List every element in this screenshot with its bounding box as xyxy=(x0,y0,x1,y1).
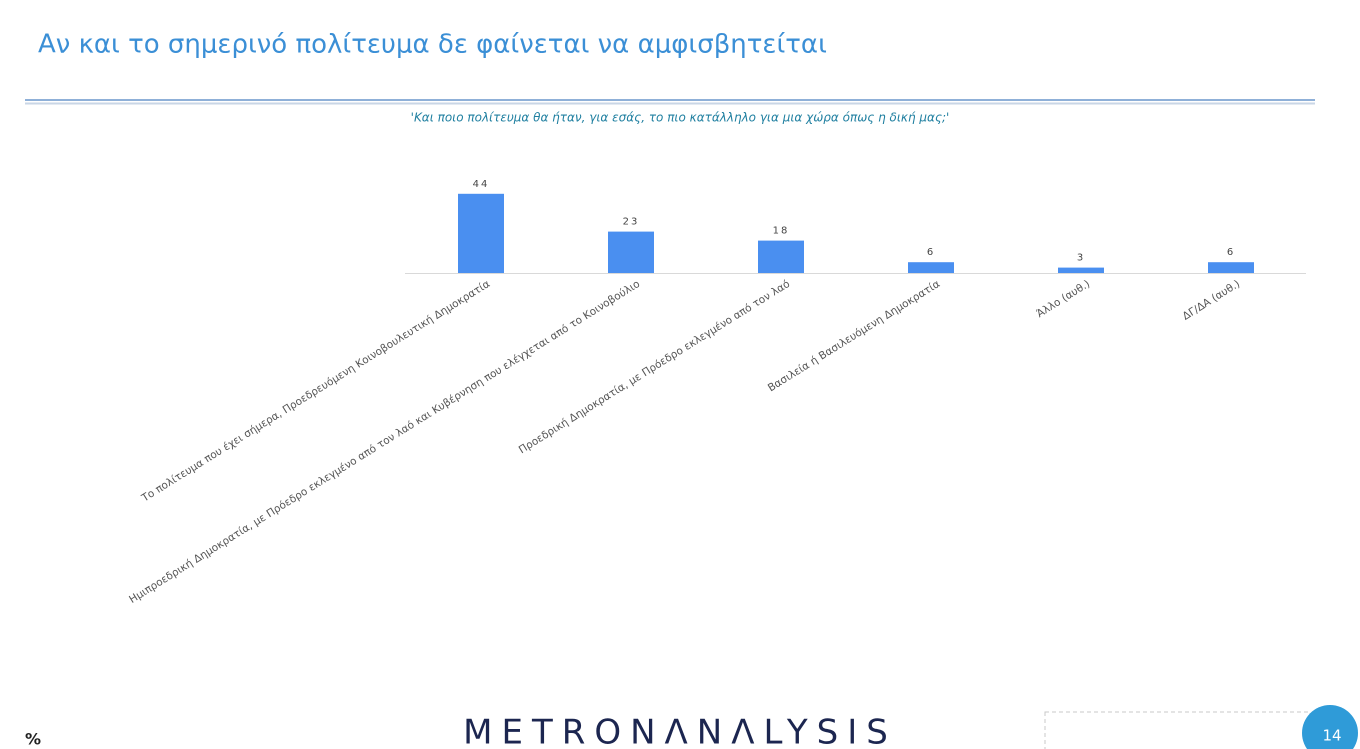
unit-label: % xyxy=(25,730,41,749)
data-label: 3 xyxy=(1077,253,1085,264)
slide-title: Αν και το σημερινό πολίτευμα δε φαίνεται… xyxy=(38,30,827,60)
data-label: 6 xyxy=(1227,247,1235,258)
bar xyxy=(608,231,654,273)
plot: 44 Το πολίτευμα που έχει σήμερα, Προεδρευ… xyxy=(127,179,1254,606)
data-label: 23 xyxy=(623,217,640,228)
x-tick-label: Προεδρική Δημοκρατία, με Πρόεδρο εκλεγμέ… xyxy=(517,278,792,456)
x-tick-label: Άλλο (αυθ.) xyxy=(1035,278,1093,320)
bar xyxy=(908,262,954,273)
x-tick-label: Βασιλεία ή Βασιλευόμενη Δημοκρατία xyxy=(766,278,942,394)
page-badge xyxy=(1302,705,1358,749)
x-tick-label: Το πολίτευμα που έχει σήμερα, Προεδρευόμ… xyxy=(139,278,492,505)
chart-subtitle: 'Και ποιο πολίτευμα θα ήταν, για εσάς, τ… xyxy=(411,111,950,125)
bar xyxy=(758,240,804,273)
placeholder-box xyxy=(1044,711,1311,749)
data-label: 18 xyxy=(773,226,790,237)
brand-logo: METRONΛNΛLYSIS xyxy=(463,713,897,749)
bar xyxy=(1208,262,1254,273)
page-number: 14 xyxy=(1322,727,1341,745)
data-label: 6 xyxy=(927,247,935,258)
x-tick-label: ΔΓ/ΔΑ (αυθ.) xyxy=(1180,278,1242,323)
data-label: 44 xyxy=(473,179,490,190)
x-tick-label: Ημιπροεδρική Δημοκρατία, με Πρόεδρο εκλε… xyxy=(127,278,642,606)
bar xyxy=(458,193,504,273)
bar xyxy=(1058,267,1104,273)
